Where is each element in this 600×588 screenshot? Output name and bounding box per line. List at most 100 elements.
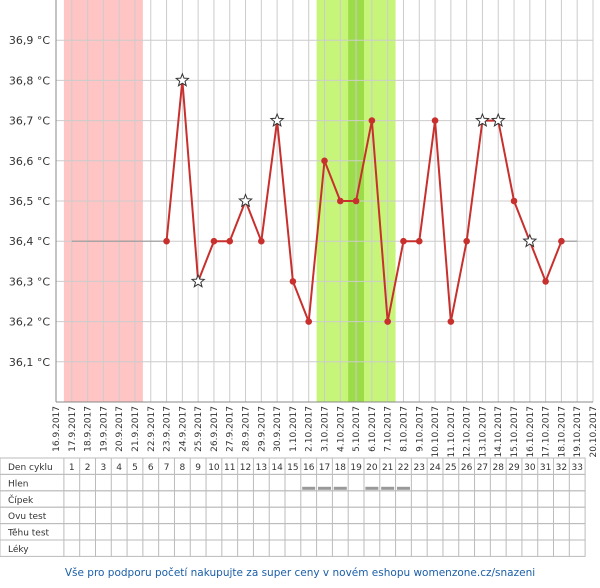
cycle-day: 13 <box>256 463 267 473</box>
x-tick-label: 6.10.2017 <box>368 406 378 452</box>
line-segment <box>465 120 484 242</box>
cycle-day: 5 <box>132 463 138 473</box>
line-segment <box>449 241 468 322</box>
x-tick-label: 19.10.2017 <box>573 406 583 458</box>
cycle-day: 29 <box>508 463 520 473</box>
cycle-day: 6 <box>148 463 154 473</box>
cycle-day: 14 <box>271 463 283 473</box>
x-tick-label: 19.9.2017 <box>99 406 109 452</box>
x-tick-label: 9.10.2017 <box>415 406 425 452</box>
line-segment <box>355 120 373 202</box>
x-tick-label: 26.9.2017 <box>210 406 220 452</box>
point <box>305 318 313 325</box>
x-tick-label: 2.10.2017 <box>305 406 315 452</box>
cycle-day: 21 <box>382 463 393 473</box>
y-tick-label: 36,3 °C <box>9 275 50 288</box>
line-segment <box>513 200 531 242</box>
y-tick-label: 36,6 °C <box>9 155 50 168</box>
x-tick-label: 29.9.2017 <box>257 406 267 452</box>
x-tick-label: 4.10.2017 <box>336 406 346 452</box>
x-tick-label: 24.9.2017 <box>178 406 188 452</box>
cycle-day: 26 <box>461 463 473 473</box>
x-tick-label: 16.10.2017 <box>526 406 536 458</box>
point <box>321 157 328 165</box>
point <box>352 197 360 205</box>
cycle-day: 31 <box>540 463 551 473</box>
line-segment <box>244 200 263 242</box>
point <box>415 237 423 245</box>
x-tick-label: 7.10.2017 <box>384 406 394 452</box>
cycle-day: 27 <box>477 463 488 473</box>
line-segment <box>197 240 215 282</box>
point <box>542 278 549 285</box>
cycle-day: 15 <box>287 463 298 473</box>
star-point <box>190 273 206 288</box>
line-segment <box>544 240 563 282</box>
star-point <box>490 112 506 128</box>
cycle-day: 7 <box>164 463 170 473</box>
point <box>558 237 565 245</box>
y-tick-label: 36,1 °C <box>9 356 50 369</box>
footer-link[interactable]: Vše pro podporu početí nakupujte za supe… <box>65 567 535 579</box>
table-row <box>0 506 586 525</box>
y-tick-label: 36,9 °C <box>9 34 50 47</box>
star-point <box>237 193 253 208</box>
line-segment <box>434 120 452 322</box>
table-row <box>0 523 586 541</box>
x-tick-label: 1.10.2017 <box>289 406 299 452</box>
x-tick-label: 13.10.2017 <box>478 406 488 458</box>
cycle-day: 19 <box>350 463 362 473</box>
cycle-day: 30 <box>524 463 536 473</box>
hlen-mark <box>333 486 347 490</box>
footer[interactable]: Vše pro podporu početí nakupujte za supe… <box>65 567 535 579</box>
row-label: Hlen <box>8 479 29 489</box>
cycle-day: 25 <box>445 463 456 473</box>
cycle-day: 9 <box>195 463 201 473</box>
x-tick-label: 17.10.2017 <box>542 406 552 458</box>
cycle-day: 11 <box>224 463 235 473</box>
hlen-mark <box>396 486 410 490</box>
cycle-day: 33 <box>571 463 582 473</box>
line-segment <box>307 160 326 322</box>
x-tick-label: 5.10.2017 <box>352 406 362 452</box>
cycle-day: 1 <box>69 463 75 473</box>
point <box>384 318 391 325</box>
x-tick-label: 15.10.2017 <box>510 406 520 458</box>
hlen-mark <box>318 486 331 490</box>
point <box>431 117 439 124</box>
x-tick-label: 27.9.2017 <box>226 406 236 452</box>
point <box>210 237 218 245</box>
x-tick-label: 25.9.2017 <box>194 406 204 452</box>
hlen-mark <box>365 486 379 490</box>
cycle-day: 23 <box>414 463 425 473</box>
x-tick-label: 17.9.2017 <box>68 406 78 452</box>
table-row <box>0 539 586 557</box>
cycle-day: 2 <box>85 463 91 473</box>
line-segment <box>323 160 342 202</box>
x-tick-label: 14.10.2017 <box>494 406 504 458</box>
point <box>368 117 376 124</box>
cycle-day: 8 <box>179 463 185 473</box>
point <box>226 237 234 245</box>
x-tick-label: 10.10.2017 <box>431 406 441 458</box>
row-label: Ovu test <box>8 512 47 522</box>
cycle-day: 17 <box>319 463 330 473</box>
hlen-mark <box>381 486 395 490</box>
table-row <box>0 490 586 508</box>
line-segment <box>228 200 247 242</box>
y-tick-label: 36,4 °C <box>9 235 50 248</box>
cycle-day: 22 <box>398 463 409 473</box>
row-label: Těhu test <box>7 529 50 539</box>
x-tick-label: 22.9.2017 <box>147 406 157 452</box>
point <box>447 318 455 325</box>
cycle-day: 16 <box>303 463 315 473</box>
y-tick-label: 36,5 °C <box>9 195 50 208</box>
point <box>336 197 344 205</box>
x-tick-label: 18.10.2017 <box>557 406 567 458</box>
cycle-day: 28 <box>493 463 505 473</box>
y-tick-label: 36,7 °C <box>9 115 50 128</box>
line-segment <box>497 120 516 202</box>
x-tick-label: 8.10.2017 <box>399 406 409 452</box>
